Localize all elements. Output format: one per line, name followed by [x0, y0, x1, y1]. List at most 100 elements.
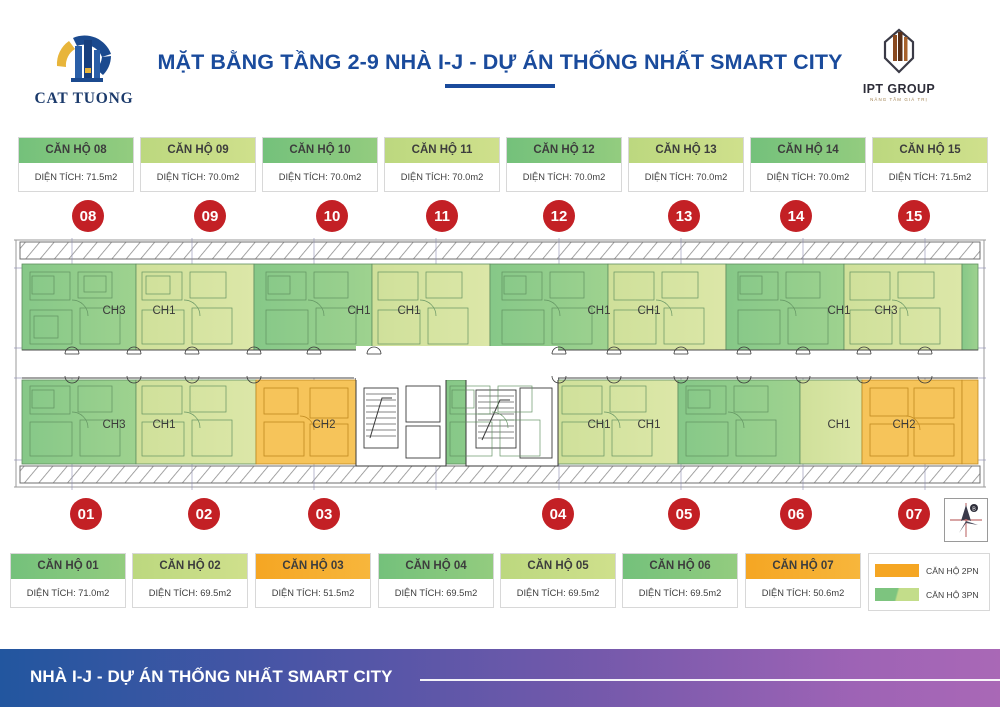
unit-card-title: CĂN HỘ 10 [263, 138, 377, 163]
door-swing-marker [246, 346, 262, 355]
unit-card-title: CĂN HỘ 09 [141, 138, 255, 163]
top-unit-marker[interactable]: 12 [543, 200, 575, 232]
plan-room-label: CH1 [152, 305, 175, 317]
unit-card-area: DIỆN TÍCH: 50.6m2 [761, 588, 845, 598]
top-unit-card[interactable]: CĂN HỘ 10 DIỆN TÍCH: 70.0m2 [262, 137, 378, 192]
unit-card-area: DIỆN TÍCH: 69.5m2 [638, 588, 722, 598]
ipt-group-tagline: NÂNG TẦM GIÁ TRỊ [870, 97, 928, 102]
unit-card-area: DIỆN TÍCH: 69.5m2 [394, 588, 478, 598]
top-unit-card[interactable]: CĂN HỘ 13 DIỆN TÍCH: 70.0m2 [628, 137, 744, 192]
bottom-unit-card[interactable]: CĂN HỘ 04 DIỆN TÍCH: 69.5m2 [378, 553, 494, 608]
door-swing-marker [795, 346, 811, 355]
legend-swatch-3pn [875, 588, 919, 601]
unit-card-area: DIỆN TÍCH: 70.0m2 [156, 172, 240, 182]
top-unit-card[interactable]: CĂN HỘ 09 DIỆN TÍCH: 70.0m2 [140, 137, 256, 192]
header: CAT TUONG MẶT BẰNG TẦNG 2-9 NHÀ I-J - DỰ… [0, 0, 1000, 125]
top-unit-marker[interactable]: 15 [898, 200, 930, 232]
page-title: MẶT BẰNG TẦNG 2-9 NHÀ I-J - DỰ ÁN THỐNG … [157, 50, 843, 74]
bottom-unit-marker[interactable]: 07 [898, 498, 930, 530]
door-swing-marker [246, 375, 262, 384]
plan-room-label: CH2 [892, 419, 915, 431]
top-unit-marker[interactable]: 14 [780, 200, 812, 232]
door-swing-marker [306, 346, 322, 355]
legend-item: CĂN HỘ 2PN [875, 560, 983, 581]
plan-room-label: CH1 [152, 419, 175, 431]
unit-card-title: CĂN HỘ 06 [623, 554, 737, 579]
door-swing-marker [917, 346, 933, 355]
unit-card-title: CĂN HỘ 11 [385, 138, 499, 163]
compass-north-label: B [972, 507, 976, 513]
unit-card-title: CĂN HỘ 03 [256, 554, 370, 579]
unit-card-title: CĂN HỘ 07 [746, 554, 860, 579]
door-swing-marker [917, 375, 933, 384]
legend-label-3pn: CĂN HỘ 3PN [926, 589, 979, 600]
unit-card-area: DIỆN TÍCH: 71.0m2 [26, 588, 110, 598]
plan-room-label: CH1 [587, 419, 610, 431]
bottom-unit-marker[interactable]: 05 [668, 498, 700, 530]
title-underline [445, 84, 555, 88]
ipt-group-logo-text: IPT GROUP [862, 82, 936, 96]
plan-room-label: CH1 [827, 419, 850, 431]
door-swing-marker [64, 375, 80, 384]
cat-tuong-logo-text: CAT TUONG [34, 90, 134, 107]
unit-card-area: DIỆN TÍCH: 70.0m2 [400, 172, 484, 182]
plan-room-label: CH1 [587, 305, 610, 317]
top-unit-card[interactable]: CĂN HỘ 08 DIỆN TÍCH: 71.5m2 [18, 137, 134, 192]
door-swing-marker [606, 375, 622, 384]
top-unit-marker[interactable]: 11 [426, 200, 458, 232]
door-swing-marker [795, 375, 811, 384]
unit-card-title: CĂN HỘ 15 [873, 138, 987, 163]
bottom-unit-card[interactable]: CĂN HỘ 02 DIỆN TÍCH: 69.5m2 [132, 553, 248, 608]
door-swing-marker [184, 375, 200, 384]
unit-card-area: DIỆN TÍCH: 70.0m2 [522, 172, 606, 182]
unit-card-title: CĂN HỘ 02 [133, 554, 247, 579]
bottom-unit-card[interactable]: CĂN HỘ 07 DIỆN TÍCH: 50.6m2 [745, 553, 861, 608]
plan-room-label: CH3 [102, 305, 125, 317]
top-unit-marker[interactable]: 08 [72, 200, 104, 232]
plan-room-label: CH1 [637, 305, 660, 317]
legend-box: CĂN HỘ 2PN CĂN HỘ 3PN [868, 553, 990, 611]
door-swing-marker [856, 346, 872, 355]
door-swing-marker [551, 375, 567, 384]
top-unit-marker[interactable]: 09 [194, 200, 226, 232]
unit-card-area: DIỆN TÍCH: 69.5m2 [516, 588, 600, 598]
title-block: MẶT BẰNG TẦNG 2-9 NHÀ I-J - DỰ ÁN THỐNG … [150, 50, 850, 88]
unit-card-area: DIỆN TÍCH: 70.0m2 [766, 172, 850, 182]
plan-room-label: CH1 [397, 305, 420, 317]
ipt-tower-logo-icon [873, 28, 925, 80]
legend-swatch-2pn [875, 564, 919, 577]
unit-card-area: DIỆN TÍCH: 71.5m2 [888, 172, 972, 182]
floor-plan-drawing: CH3 CH1 CH1 CH1 CH1 CH1 CH1 CH3 CH3 CH1 CH2 CH1 CH1… [14, 238, 986, 490]
top-unit-card[interactable]: CĂN HỘ 12 DIỆN TÍCH: 70.0m2 [506, 137, 622, 192]
door-swing-marker [673, 346, 689, 355]
door-swing-marker [126, 346, 142, 355]
floor-plan-svg: CH3 CH1 CH1 CH1 CH1 CH1 CH1 CH3 CH3 CH1 CH2 CH1 CH1… [14, 238, 986, 490]
bottom-unit-card[interactable]: CĂN HỘ 01 DIỆN TÍCH: 71.0m2 [10, 553, 126, 608]
bottom-unit-marker[interactable]: 06 [780, 498, 812, 530]
footer-bar: NHÀ I-J - DỰ ÁN THỐNG NHẤT SMART CITY [0, 649, 1000, 707]
door-swing-marker [606, 346, 622, 355]
top-unit-card[interactable]: CĂN HỘ 14 DIỆN TÍCH: 70.0m2 [750, 137, 866, 192]
bottom-unit-marker[interactable]: 03 [308, 498, 340, 530]
bottom-unit-card[interactable]: CĂN HỘ 05 DIỆN TÍCH: 69.5m2 [500, 553, 616, 608]
plan-room-label: CH2 [312, 419, 335, 431]
bottom-unit-marker[interactable]: 04 [542, 498, 574, 530]
top-unit-card[interactable]: CĂN HỘ 15 DIỆN TÍCH: 71.5m2 [872, 137, 988, 192]
building-crescent-logo-icon [47, 26, 121, 88]
bottom-unit-marker[interactable]: 01 [70, 498, 102, 530]
door-swing-marker [184, 346, 200, 355]
bottom-unit-card[interactable]: CĂN HỘ 03 DIỆN TÍCH: 51.5m2 [255, 553, 371, 608]
door-swing-marker [64, 346, 80, 355]
unit-card-title: CĂN HỘ 14 [751, 138, 865, 163]
door-swing-marker [366, 346, 382, 355]
bottom-unit-card[interactable]: CĂN HỘ 06 DIỆN TÍCH: 69.5m2 [622, 553, 738, 608]
door-swing-marker [736, 346, 752, 355]
top-unit-marker[interactable]: 13 [668, 200, 700, 232]
top-unit-marker[interactable]: 10 [316, 200, 348, 232]
plan-room-label: CH1 [827, 305, 850, 317]
door-swing-marker [856, 375, 872, 384]
unit-card-area: DIỆN TÍCH: 51.5m2 [271, 588, 355, 598]
legend-label-2pn: CĂN HỘ 2PN [926, 565, 979, 576]
top-unit-card[interactable]: CĂN HỘ 11 DIỆN TÍCH: 70.0m2 [384, 137, 500, 192]
bottom-unit-marker[interactable]: 02 [188, 498, 220, 530]
